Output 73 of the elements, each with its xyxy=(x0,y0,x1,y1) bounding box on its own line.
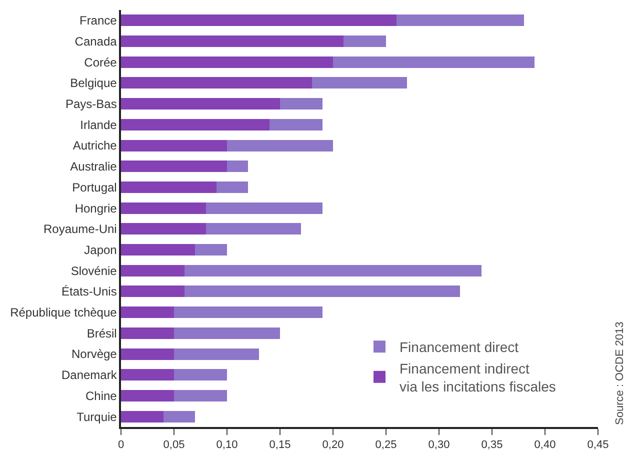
bar xyxy=(121,348,174,360)
y-tick-label: Danemark xyxy=(61,368,118,382)
y-tick-label: Japon xyxy=(84,242,117,257)
bar xyxy=(184,286,460,298)
y-tick-label: Australie xyxy=(70,160,118,174)
bar xyxy=(174,327,280,339)
bar xyxy=(280,98,322,110)
bar xyxy=(121,264,185,276)
bar xyxy=(333,56,534,68)
y-tick-label: Portugal xyxy=(72,180,117,194)
bar xyxy=(121,306,174,318)
bar xyxy=(121,223,206,235)
y-tick-label: Norvège xyxy=(71,347,118,362)
legend-label: Financement indirect via les incitations fiscales xyxy=(400,360,556,394)
bar xyxy=(216,181,248,193)
y-tick-label: République tchèque xyxy=(10,306,118,320)
x-tick-label: 0,10 xyxy=(216,438,238,451)
bar xyxy=(269,118,322,130)
bar xyxy=(121,36,344,48)
y-tick-label: Brésil xyxy=(86,326,117,340)
x-tick-label: 0 xyxy=(118,438,124,451)
bar xyxy=(121,410,164,422)
bar xyxy=(121,140,227,152)
x-tick-label: 0,25 xyxy=(375,438,397,451)
y-tick-label: Slovénie xyxy=(70,264,118,278)
bar xyxy=(121,390,174,402)
y-tick-label: États-Unis xyxy=(61,284,117,299)
x-tick-label: 0,35 xyxy=(481,438,503,451)
bar xyxy=(121,14,397,26)
source-note: Source : OCDE 2013 xyxy=(614,322,626,425)
y-tick-label: France xyxy=(79,14,118,28)
bar xyxy=(121,181,216,193)
y-tick-label: Belgique xyxy=(70,76,118,90)
y-tick-label: Chine xyxy=(85,388,118,403)
bar xyxy=(312,77,408,89)
bar xyxy=(195,244,227,256)
y-tick-label: Corée xyxy=(84,55,118,70)
y-tick-label: Turquie xyxy=(76,410,118,424)
x-tick-label: 0,30 xyxy=(428,438,450,451)
y-tick-label: Hongrie xyxy=(74,201,118,216)
bar xyxy=(163,410,196,422)
y-tick-label: Autriche xyxy=(72,138,118,153)
y-tick-label: Royaume-Uni xyxy=(43,222,117,236)
x-tick-label: 0,20 xyxy=(322,438,344,451)
bar xyxy=(174,390,227,402)
bar xyxy=(174,306,322,318)
y-tick-label: Irlande xyxy=(80,118,118,132)
bar xyxy=(121,327,174,339)
bar xyxy=(121,98,280,110)
y-tick-label: Pays-Bas xyxy=(65,97,117,112)
x-tick-label: 0,40 xyxy=(534,438,556,451)
x-tick-label: 0,45 xyxy=(587,438,609,451)
bar xyxy=(206,223,302,235)
bar xyxy=(174,348,259,360)
x-tick-label: 0,15 xyxy=(269,438,291,451)
bar xyxy=(121,56,333,68)
bar xyxy=(121,77,312,89)
x-tick-label: 0,05 xyxy=(163,438,185,451)
bar xyxy=(121,202,206,214)
bar xyxy=(396,14,524,26)
bar xyxy=(227,160,248,172)
bar xyxy=(121,244,196,256)
bar xyxy=(344,36,386,48)
bar xyxy=(121,369,174,381)
bar xyxy=(184,264,482,276)
legend-label: Financement direct xyxy=(400,339,519,356)
y-tick-label: Canada xyxy=(74,34,118,48)
bar xyxy=(206,202,322,214)
bar xyxy=(121,118,270,130)
bar xyxy=(227,140,333,152)
bar xyxy=(121,286,185,298)
bar xyxy=(174,369,227,381)
bar xyxy=(121,160,227,172)
